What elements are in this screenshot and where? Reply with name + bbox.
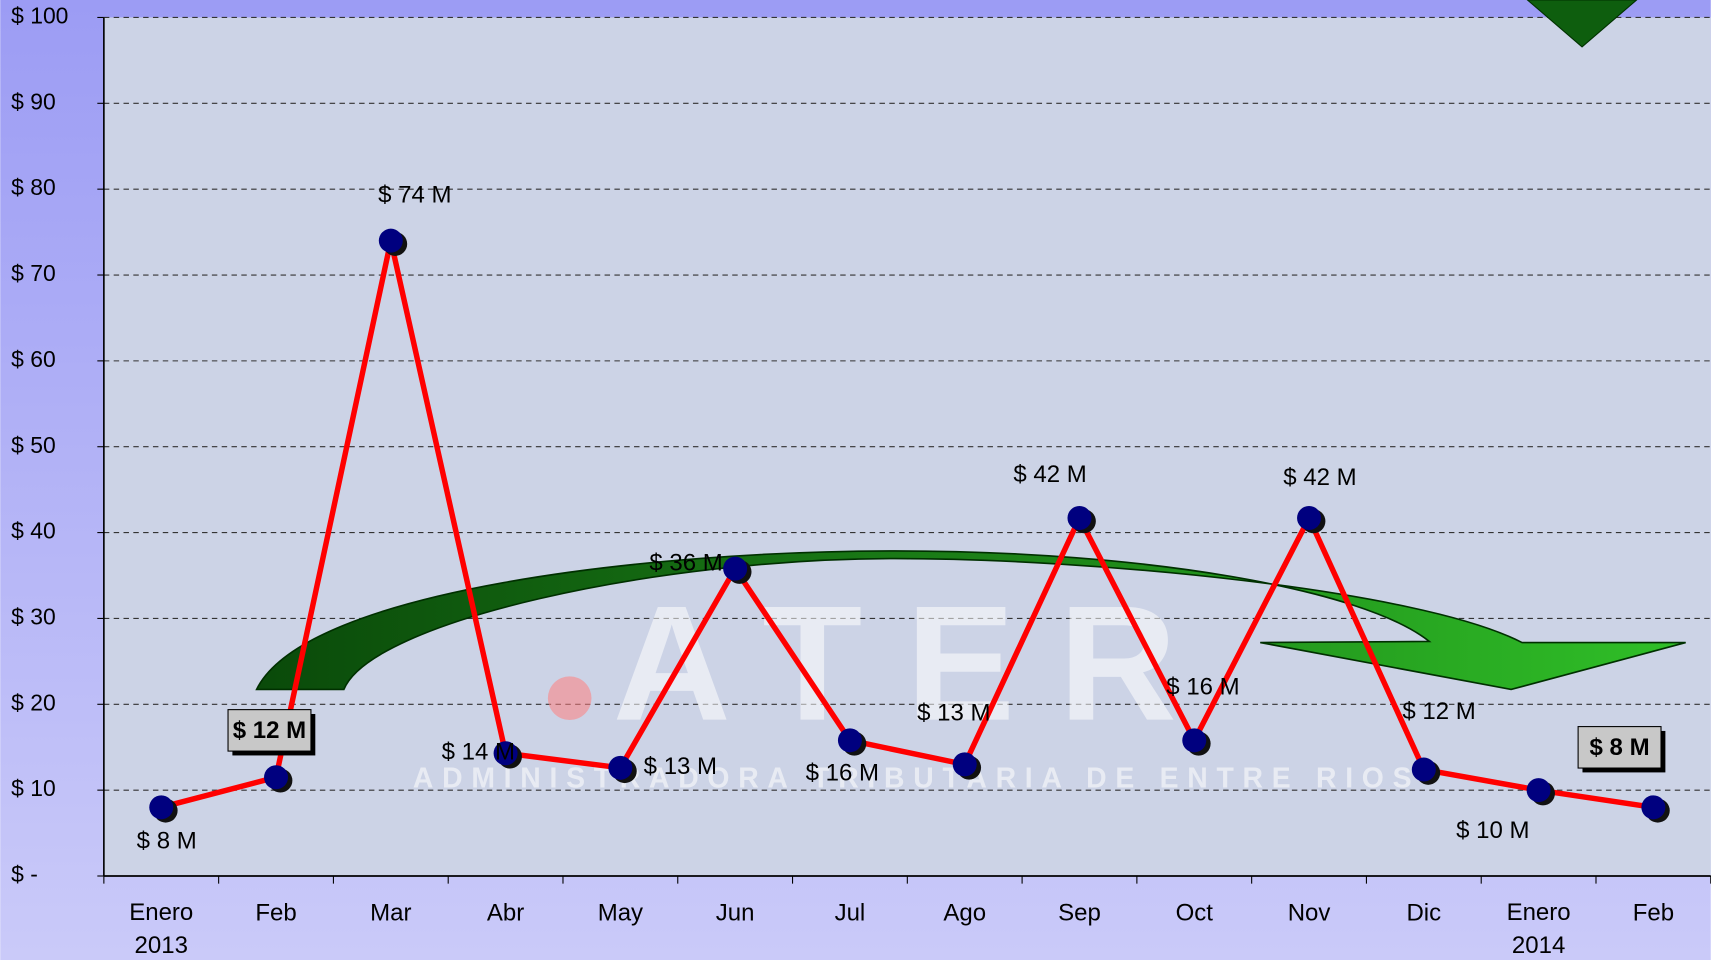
marker <box>149 795 174 820</box>
x-tick-label: Feb <box>255 900 296 927</box>
x-tick-label: Feb <box>1633 900 1674 927</box>
data-label: $ 16 M <box>806 760 879 787</box>
corner-arrow <box>1526 0 1638 48</box>
x-tick-label: Oct <box>1176 900 1214 927</box>
marker <box>493 741 518 766</box>
y-tick-label: $ 10 <box>11 775 56 801</box>
x-tick-label: Jun <box>716 900 755 927</box>
marker <box>1411 757 1436 782</box>
data-label: $ 13 M <box>644 753 717 780</box>
y-tick-label: $ 90 <box>11 88 56 114</box>
y-tick-label: $ 30 <box>11 603 56 629</box>
y-tick-label: $ 40 <box>11 518 56 544</box>
marker <box>1067 505 1092 530</box>
y-tick-label: $ 50 <box>11 432 56 458</box>
x-tick-label: Enero 2013 <box>129 900 193 960</box>
y-tick-label: $ 100 <box>11 3 68 29</box>
marker <box>608 755 633 780</box>
data-line <box>160 237 1654 811</box>
marker <box>837 728 862 753</box>
grid <box>103 16 1711 791</box>
label-box <box>227 709 312 752</box>
marker <box>264 765 289 790</box>
data-label: $ 42 M <box>1283 464 1356 491</box>
x-tick-label: Dic <box>1406 900 1441 927</box>
x-tick-label: Jul <box>835 900 866 927</box>
data-label: $ 12 M <box>233 717 306 744</box>
data-label: $ 36 M <box>649 550 722 577</box>
marker <box>1641 795 1666 820</box>
data-label: $ 42 M <box>1013 461 1086 488</box>
y-tick-label: $ 80 <box>11 174 56 200</box>
watermark-dot <box>547 676 592 720</box>
data-label: $ 14 M <box>442 739 515 766</box>
label-box <box>1577 726 1662 769</box>
data-label: $ 74 M <box>378 181 451 208</box>
marker <box>1297 505 1322 530</box>
marker <box>952 752 977 777</box>
x-tick-label: Nov <box>1288 900 1331 927</box>
marker <box>378 228 403 253</box>
x-tick-label: Sep <box>1058 900 1101 927</box>
watermark: ATER ADMINISTRADORA TRIBUTARIA DE ENTRE … <box>413 572 1420 795</box>
watermark-logo: ATER <box>613 572 1221 755</box>
marker <box>1526 778 1551 803</box>
x-tick-label: Abr <box>487 900 524 927</box>
x-tick-label: Enero 2014 <box>1507 900 1571 960</box>
data-label: $ 12 M <box>1402 698 1475 725</box>
data-label: $ 10 M <box>1456 817 1529 844</box>
marks: $ 8 M $ 12 M $ 74 M $ 14 M $ 13 M $ 36 M $ 16 … <box>137 181 1670 855</box>
marker <box>723 556 748 581</box>
marker <box>1182 728 1207 753</box>
data-label: $ 8 M <box>137 828 197 855</box>
data-label: $ 16 M <box>1166 673 1239 700</box>
x-tick-label: May <box>598 900 643 927</box>
x-tick-label: Mar <box>370 900 411 927</box>
data-label: $ 13 M <box>917 700 990 727</box>
y-tick-label: $ 60 <box>11 346 56 372</box>
y-tick-label: $ 70 <box>11 260 56 286</box>
trend-arrow <box>255 550 1686 691</box>
y-tick-label: $ 20 <box>11 689 56 715</box>
x-tick-label: Ago <box>943 900 986 927</box>
data-label: $ 8 M <box>1590 734 1650 761</box>
y-tick-label: $ - <box>11 861 38 887</box>
watermark-name: ADMINISTRADORA TRIBUTARIA DE ENTRE RIOS <box>413 762 1420 794</box>
